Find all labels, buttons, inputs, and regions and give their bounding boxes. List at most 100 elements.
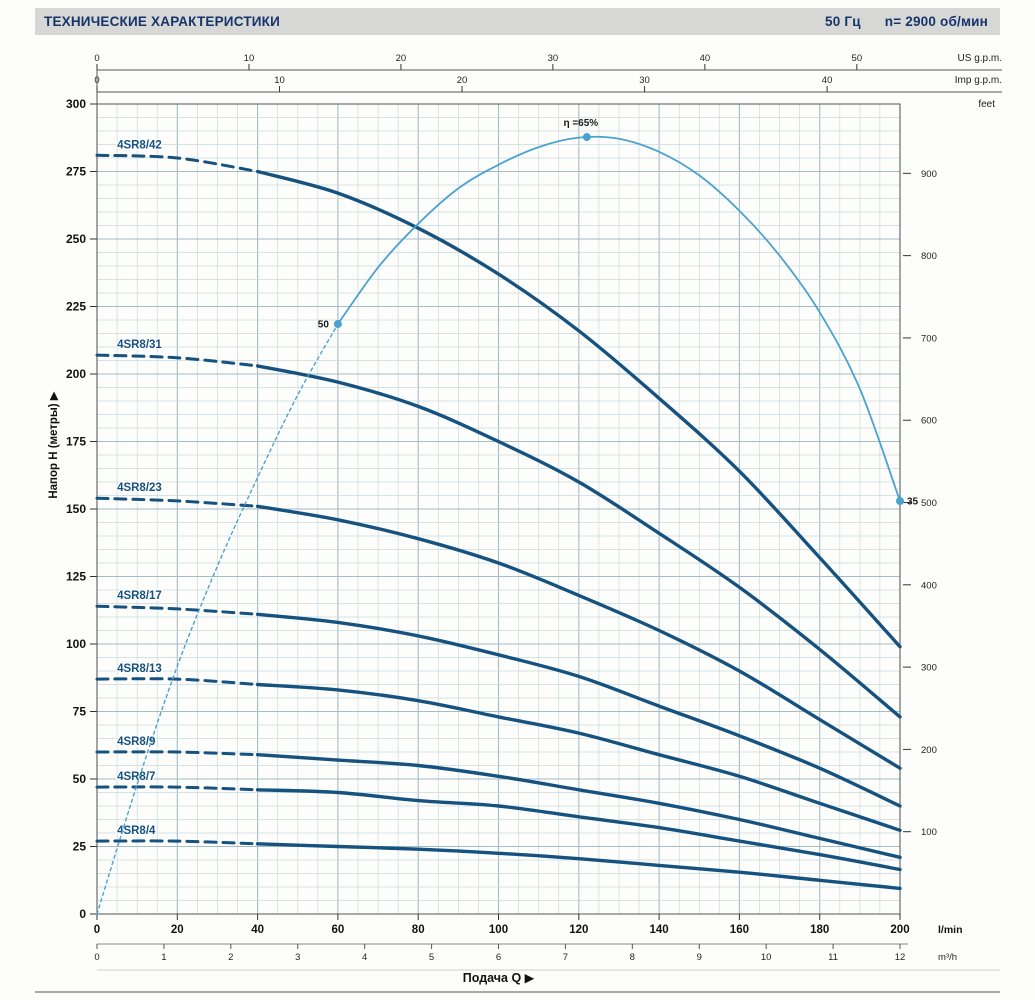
efficiency-curve-dashed — [96, 323, 339, 915]
left-tick-label: 0 — [79, 907, 86, 921]
axes: 0255075100125150175200225250275300100200… — [35, 53, 1002, 993]
lmin-tick-label: 160 — [730, 924, 749, 936]
right-tick-label: 100 — [921, 827, 937, 838]
lmin-tick-label: 180 — [810, 924, 829, 936]
curve-label-4SR8/23: 4SR8/23 — [117, 482, 162, 494]
m3h-tick-label: 3 — [295, 952, 300, 963]
imp-gpm-axis-tick-label: 10 — [274, 75, 285, 86]
pump-curve-dashed-4SR8/31 — [95, 353, 260, 368]
left-tick-label: 275 — [66, 165, 86, 179]
right-tick-label: 800 — [921, 251, 937, 262]
header-right: 50 Гц n= 2900 об/мин — [825, 14, 988, 29]
left-tick-label: 225 — [66, 300, 86, 314]
pump-curve-dashed-4SR8/13 — [95, 677, 260, 686]
efficiency-marker-label: η =65% — [563, 118, 598, 129]
curve-label-4SR8/31: 4SR8/31 — [117, 339, 162, 351]
left-tick-label: 100 — [66, 637, 86, 651]
lmin-tick-label: 60 — [332, 924, 345, 936]
pump-curve-dashed-4SR8/7 — [95, 785, 260, 792]
pump-curves: 4SR8/42 4SR8/31 4SR8/23 4SR8/17 4SR8/13 4SR8/… — [95, 138, 902, 891]
lmin-unit-label: l/min — [938, 924, 963, 936]
lmin-tick-label: 80 — [412, 924, 425, 936]
curve-label-4SR8/42: 4SR8/42 — [117, 139, 162, 151]
header-bar: ТЕХНИЧЕСКИЕ ХАРАКТЕРИСТИКИ 50 Гц n= 2900… — [35, 8, 1000, 35]
efficiency-marker-label: 35 — [907, 497, 919, 508]
us-gpm-axis-unit-label: US g.p.m. — [958, 53, 1002, 64]
left-tick-label: 25 — [73, 840, 87, 854]
lmin-tick-label: 120 — [569, 924, 588, 936]
m3h-tick-label: 1 — [161, 952, 166, 963]
right-tick-label: 200 — [921, 745, 937, 756]
left-tick-label: 250 — [66, 232, 86, 246]
m3h-tick-label: 11 — [828, 952, 838, 963]
m3h-tick-label: 4 — [362, 952, 367, 963]
speed-label: n= 2900 об/мин — [884, 14, 988, 29]
pump-curve-4SR8/9 — [255, 753, 902, 859]
curve-label-4SR8/7: 4SR8/7 — [117, 771, 155, 783]
pump-curve-4SR8/4 — [255, 842, 902, 891]
imp-gpm-axis-tick-label: 0 — [94, 75, 99, 86]
left-tick-label: 150 — [66, 502, 86, 516]
efficiency-curve — [337, 135, 901, 502]
lmin-tick-label: 200 — [890, 924, 909, 936]
imp-gpm-axis-tick-label: 40 — [822, 75, 833, 86]
efficiency-marker — [333, 320, 342, 329]
m3h-unit-label: m³/h — [938, 952, 957, 963]
m3h-tick-label: 8 — [630, 952, 635, 963]
m3h-tick-label: 10 — [761, 952, 772, 963]
lmin-tick-label: 100 — [489, 924, 508, 936]
curve-label-4SR8/4: 4SR8/4 — [117, 825, 156, 837]
right-tick-label: 700 — [921, 333, 937, 344]
feet-unit-label: feet — [978, 99, 995, 110]
m3h-tick-label: 6 — [496, 952, 501, 963]
efficiency-marker-label: 50 — [318, 320, 330, 331]
right-tick-label: 900 — [921, 169, 937, 180]
m3h-tick-label: 7 — [563, 952, 568, 963]
pump-curve-dashed-4SR8/17 — [95, 604, 260, 616]
curve-label-4SR8/9: 4SR8/9 — [117, 736, 155, 748]
pump-curve-dashed-4SR8/42 — [95, 153, 260, 173]
left-tick-label: 75 — [73, 705, 87, 719]
x-axis-title: Подача Q ▶ — [463, 971, 535, 985]
left-tick-label: 200 — [66, 367, 86, 381]
right-tick-label: 300 — [921, 663, 937, 674]
pump-curve-dashed-4SR8/4 — [95, 839, 260, 846]
right-tick-label: 600 — [921, 416, 937, 427]
page-title: ТЕХНИЧЕСКИЕ ХАРАКТЕРИСТИКИ — [44, 14, 281, 29]
us-gpm-axis-tick-label: 30 — [548, 53, 559, 64]
lmin-tick-label: 0 — [94, 924, 100, 936]
us-gpm-axis-tick-label: 20 — [396, 53, 407, 64]
lmin-tick-label: 20 — [171, 924, 184, 936]
curve-label-4SR8/17: 4SR8/17 — [117, 590, 162, 602]
pump-curve-4SR8/23 — [255, 504, 902, 770]
left-tick-label: 175 — [66, 435, 86, 449]
us-gpm-axis-tick-label: 50 — [852, 53, 863, 64]
m3h-tick-label: 12 — [895, 952, 906, 963]
efficiency-marker — [582, 133, 591, 142]
right-tick-label: 500 — [921, 498, 937, 509]
m3h-tick-label: 0 — [94, 952, 99, 963]
imp-gpm-axis-tick-label: 30 — [639, 75, 650, 86]
imp-gpm-axis-tick-label: 20 — [457, 75, 468, 86]
us-gpm-axis-tick-label: 10 — [244, 53, 255, 64]
grid — [96, 103, 901, 915]
imp-gpm-axis-unit-label: Imp g.p.m. — [955, 75, 1002, 86]
m3h-tick-label: 2 — [228, 952, 233, 963]
right-tick-label: 400 — [921, 580, 937, 591]
us-gpm-axis-tick-label: 0 — [94, 53, 99, 64]
m3h-tick-label: 5 — [429, 952, 434, 963]
curve-label-4SR8/13: 4SR8/13 — [117, 663, 162, 675]
pump-curve-dashed-4SR8/9 — [95, 750, 260, 757]
y-axis-title: Напор H (метры) ▶ — [48, 391, 60, 498]
lmin-tick-label: 140 — [650, 924, 669, 936]
pump-curve-4SR8/13 — [255, 682, 902, 832]
left-tick-label: 50 — [73, 772, 87, 786]
lmin-tick-label: 40 — [251, 924, 264, 936]
m3h-tick-label: 9 — [697, 952, 702, 963]
left-tick-label: 300 — [66, 97, 86, 111]
frequency-label: 50 Гц — [825, 14, 861, 29]
us-gpm-axis-tick-label: 40 — [700, 53, 711, 64]
pump-curve-4SR8/17 — [255, 612, 902, 808]
